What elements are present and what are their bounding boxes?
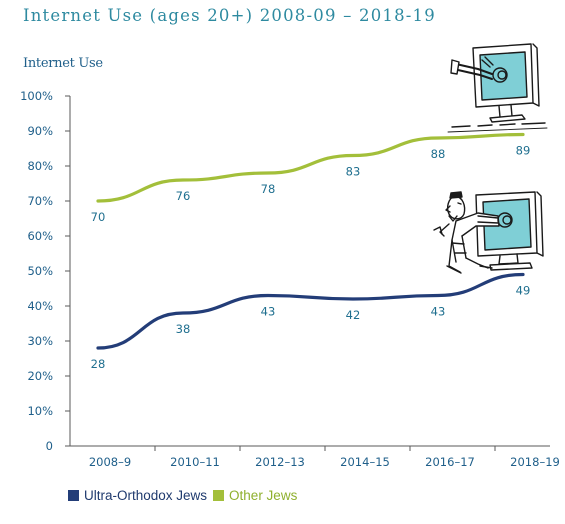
x-tick-label: 2018–19 xyxy=(510,455,560,469)
data-label-other-jews: 88 xyxy=(431,147,446,161)
x-tick-label: 2008–9 xyxy=(89,455,131,469)
x-tick-label: 2010–11 xyxy=(170,455,220,469)
series-lines xyxy=(96,132,525,350)
data-labels: 28 38 43 42 43 49 70 76 78 83 88 89 xyxy=(91,144,531,372)
y-tick-label: 70% xyxy=(27,194,53,208)
y-tick-label: 60% xyxy=(27,229,53,243)
chart-title: Internet Use (ages 20+) 2008-09 – 2018-1… xyxy=(23,6,436,25)
x-tick-label: 2012–13 xyxy=(255,455,305,469)
axes: 0 10% 20% 30% 40% 50% 60% 70% 80% 90% 100% 2008–9 20… xyxy=(20,89,560,469)
y-axis-label: Internet Use xyxy=(23,56,103,71)
legend-label-other-jews: Other Jews xyxy=(229,488,298,503)
data-label-ultra-orthodox: 38 xyxy=(176,322,191,336)
y-tick-label: 20% xyxy=(27,369,53,383)
legend-item-other-jews: Other Jews xyxy=(213,488,297,503)
data-label-other-jews: 76 xyxy=(176,189,191,203)
y-tick-label: 0 xyxy=(46,439,53,453)
man-entering-computer-icon xyxy=(433,191,544,274)
data-label-ultra-orthodox: 49 xyxy=(516,284,531,298)
y-tick-label: 40% xyxy=(27,299,53,313)
data-label-ultra-orthodox: 42 xyxy=(346,308,361,322)
computer-screen-legs-icon xyxy=(447,43,548,133)
y-tick-label: 80% xyxy=(27,159,53,173)
legend-item-ultra-orthodox: Ultra-Orthodox Jews xyxy=(68,488,207,503)
data-label-ultra-orthodox: 28 xyxy=(91,357,106,371)
y-tick-label: 10% xyxy=(27,404,53,418)
data-label-ultra-orthodox: 43 xyxy=(431,305,446,319)
legend-swatch-other-jews xyxy=(213,490,225,501)
y-tick-label: 100% xyxy=(20,89,53,103)
series-line-other-jews xyxy=(96,132,525,203)
y-tick-label: 30% xyxy=(27,334,53,348)
y-tick-label: 50% xyxy=(27,264,53,278)
legend-swatch-ultra-orthodox xyxy=(68,490,79,501)
data-label-other-jews: 78 xyxy=(261,182,276,196)
data-label-other-jews: 89 xyxy=(516,144,531,158)
legend: Ultra-Orthodox Jews Other Jews xyxy=(68,488,303,503)
data-label-other-jews: 83 xyxy=(346,165,361,179)
x-tick-label: 2014–15 xyxy=(340,455,390,469)
x-tick-label: 2016–17 xyxy=(425,455,475,469)
series-line-ultra-orthodox xyxy=(96,272,525,350)
legend-label-ultra-orthodox: Ultra-Orthodox Jews xyxy=(84,488,208,503)
data-label-other-jews: 70 xyxy=(91,210,106,224)
y-tick-label: 90% xyxy=(27,124,53,138)
data-label-ultra-orthodox: 43 xyxy=(261,305,276,319)
